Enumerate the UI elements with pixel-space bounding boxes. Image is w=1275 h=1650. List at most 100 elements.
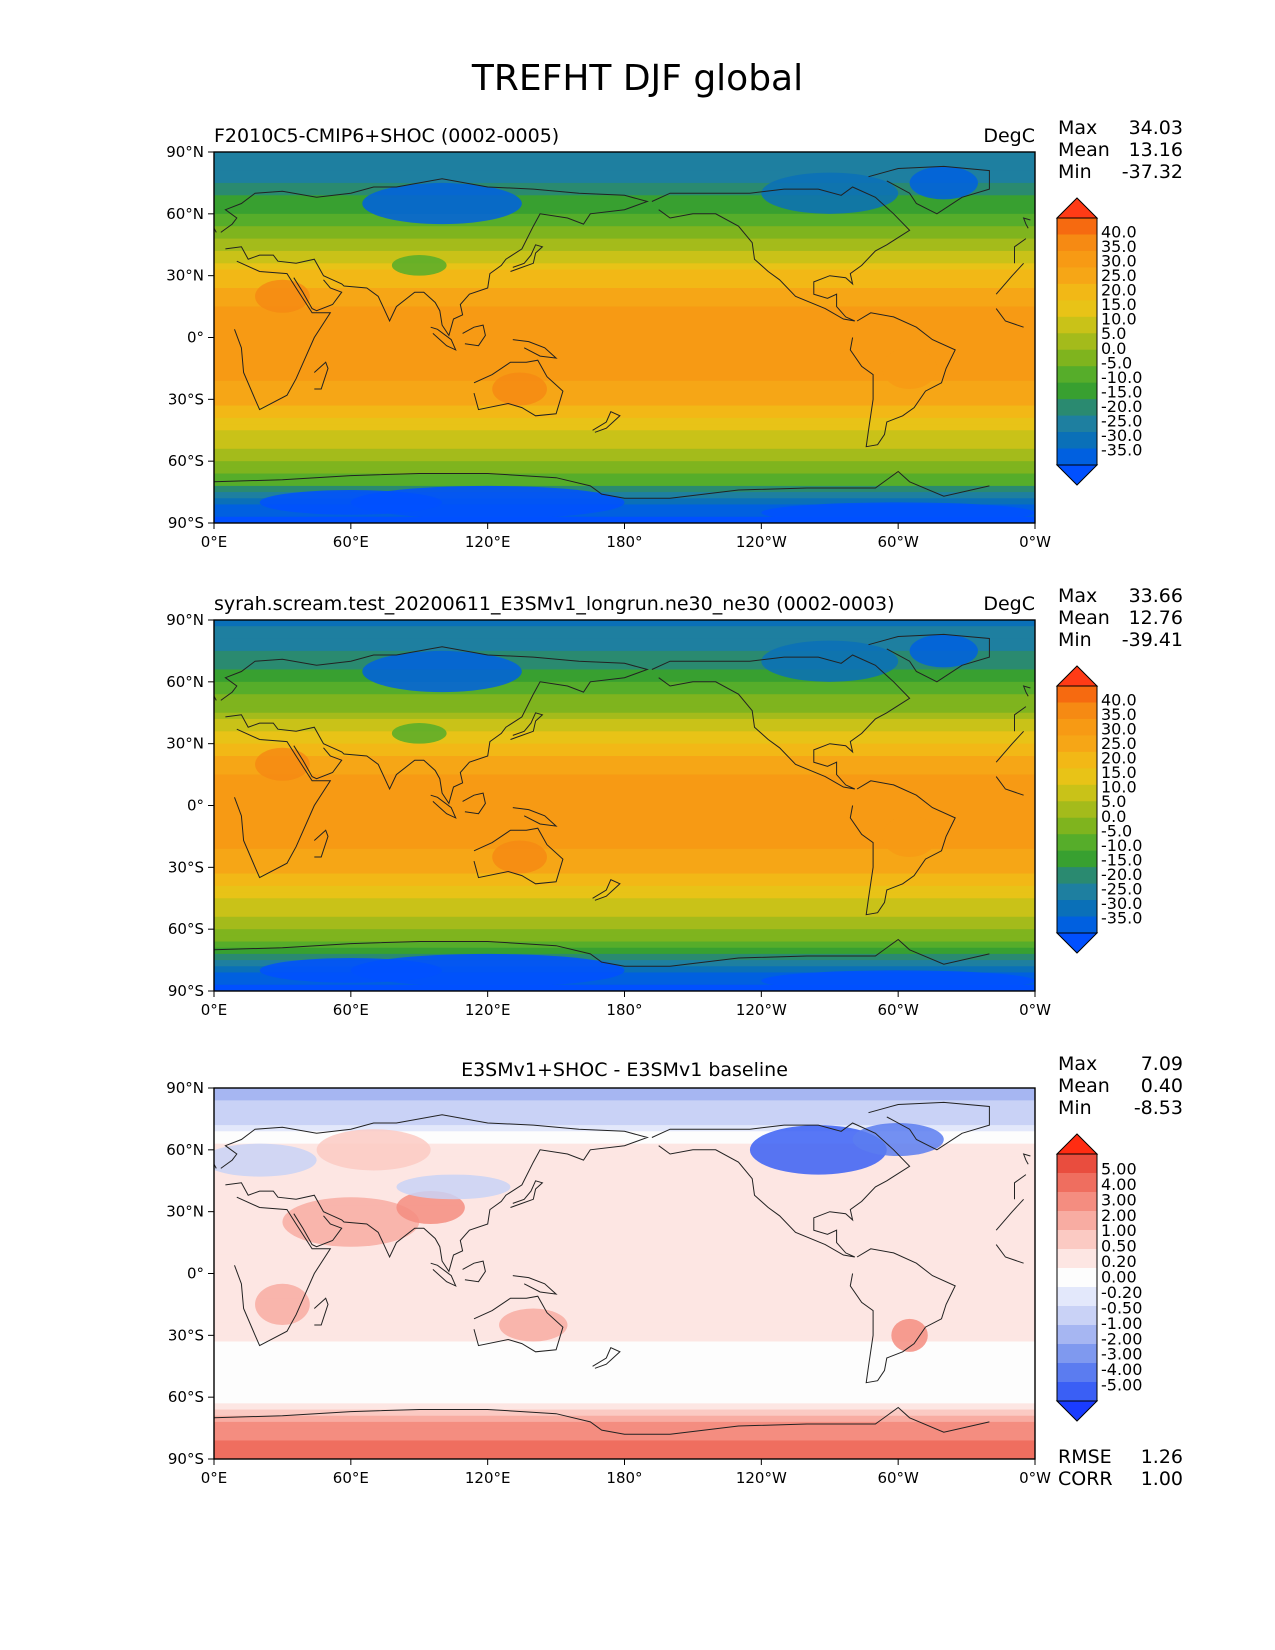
coastline-new-guinea [512,807,558,827]
stat-value-mean: 0.40 [1141,1075,1183,1097]
field-band [214,1193,1035,1200]
field-band [214,854,1035,862]
colorbar-label: 10.0 [1101,310,1137,329]
stat-value-max: 33.66 [1129,585,1183,607]
y-tick-label: 30°S [168,390,204,408]
field-band [214,1224,1035,1231]
panel-units: DegC [983,593,1035,615]
colorbar-extend-min [1055,1400,1099,1422]
field-band [214,498,1035,506]
colorbar-label: 40.0 [1101,691,1137,710]
field-band [214,244,1035,252]
field-band [214,1118,1035,1126]
field-band [214,1143,1035,1151]
colorbar-label: -3.00 [1101,1345,1142,1364]
colorbar-label: 40.0 [1101,223,1137,242]
coastline-africa [234,1196,332,1347]
x-tick-label: 120°E [465,1001,511,1019]
field-band [214,861,1035,868]
coastline-s-america [849,1248,956,1384]
field-band [214,1285,1035,1293]
field-band [214,898,1035,906]
colorbar-segment [1057,1325,1097,1345]
field-band [214,374,1035,382]
field-band [214,318,1035,326]
stat-value-mean: 12.76 [1129,607,1183,629]
coastline-new-zealand [592,1347,621,1369]
field-band [214,331,1035,339]
field-band [214,817,1035,825]
colorbar-extend-max [1055,197,1099,219]
field-band [214,879,1035,887]
field-band [214,386,1035,394]
colorbar-label: 0.50 [1101,1237,1137,1256]
coastline-eurasia [220,178,649,337]
field-anomaly [350,485,625,519]
coastline-madagascar [313,1297,329,1326]
coastline-antarctica [214,1406,990,1435]
field-band [214,1366,1035,1374]
field-band [214,380,1035,388]
field-band [214,1390,1035,1398]
colorbar-segment [1057,1344,1097,1364]
stat-label-mean: Mean [1058,607,1110,629]
field-band [214,941,1035,949]
field-band [214,220,1035,227]
field-anomaly [255,1283,310,1326]
field-band [214,492,1035,499]
colorbar-label: -15.0 [1101,850,1142,869]
colorbar-label: 2.00 [1101,1206,1137,1225]
colorbar-segment [1057,916,1097,934]
colorbar-segment [1057,867,1097,885]
coastline-eurasia [1014,1174,1027,1200]
coastline-eurasia [220,1114,649,1273]
field-band [214,288,1035,295]
field-band [214,916,1035,924]
field-band [214,749,1035,757]
field-band [214,657,1035,664]
x-tick-label: 60°E [333,1001,369,1019]
field-band [214,250,1035,258]
field-band [214,170,1035,178]
y-tick-label: 90°N [166,143,204,161]
coastline-australia [473,359,564,417]
field-anomaly [499,1308,568,1342]
colorbar-label: 35.0 [1101,237,1137,256]
field-band [214,1329,1035,1336]
colorbar-segment [1057,817,1097,835]
field-band [214,1267,1035,1275]
field-anomaly [761,640,899,682]
colorbar-segment [1057,1287,1097,1307]
y-tick-label: 90°S [168,514,204,532]
coastline-greenland [868,633,990,683]
field-band [214,473,1035,481]
colorbar-label: 25.0 [1101,734,1137,753]
x-tick-label: 120°E [465,1469,511,1487]
y-tick-label: 0° [187,1265,204,1283]
coastline-sumatra [430,1262,457,1287]
field-band [214,411,1035,419]
colorbar-label: 0.0 [1101,807,1126,826]
coastline-japan [510,1180,544,1208]
colorbar-label: -10.0 [1101,368,1142,387]
field-band [214,904,1035,912]
colorbar-label: -35.0 [1101,440,1142,459]
field-band [214,774,1035,782]
field-band [214,152,1035,159]
coastline-greenland [868,165,990,215]
field-band [214,681,1035,689]
x-tick-label: 120°W [736,533,787,551]
field-anomaly [761,172,899,214]
x-tick-label: 0°W [1019,533,1051,551]
field-band [214,158,1035,165]
field-anomaly [891,1318,928,1352]
field-band [214,312,1035,320]
colorbar-label: -20.0 [1101,397,1142,416]
field-band [214,1211,1035,1219]
coastline-borneo [462,324,486,347]
field-band [214,1434,1035,1442]
field-band [214,1428,1035,1435]
colorbar-label: 15.0 [1101,763,1137,782]
x-tick-label: 60°E [333,1469,369,1487]
field-band [214,516,1035,523]
